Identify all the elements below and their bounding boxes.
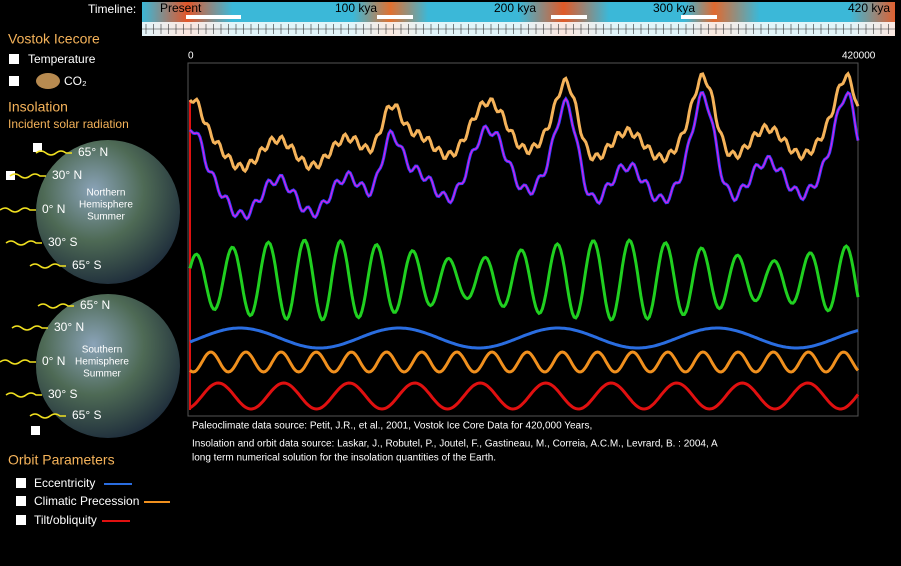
sun-arrow bbox=[9, 173, 46, 179]
sun-arrow bbox=[0, 207, 36, 213]
checkbox[interactable] bbox=[16, 478, 26, 488]
icecore-item: Temperature bbox=[28, 52, 96, 66]
x-end: 420000 bbox=[842, 51, 876, 62]
latitude-label: 30° S bbox=[48, 387, 77, 401]
checkbox[interactable] bbox=[16, 496, 26, 506]
timeline-mark: 300 kya bbox=[653, 1, 695, 15]
timeline-mark: 420 kya bbox=[848, 1, 890, 15]
checkbox[interactable] bbox=[9, 76, 19, 86]
eccentricity-curve bbox=[189, 326, 859, 350]
latitude-label: 65° N bbox=[80, 298, 110, 312]
timeline-mark: Present bbox=[160, 1, 202, 15]
checkbox[interactable] bbox=[31, 426, 40, 435]
source: long term numerical solution for the ins… bbox=[192, 453, 496, 464]
globe-caption: Summer bbox=[87, 212, 125, 223]
co2-curve-overlay bbox=[189, 91, 859, 220]
latitude-label: 65° S bbox=[72, 258, 101, 272]
temperature-curve bbox=[188, 71, 860, 174]
timeline-ticks bbox=[142, 24, 895, 34]
sun-arrow bbox=[5, 392, 42, 398]
globe-caption: Hemisphere bbox=[79, 200, 133, 211]
insolation-title: Insolation bbox=[8, 99, 68, 115]
sun-arrow bbox=[29, 263, 66, 269]
checkbox[interactable] bbox=[16, 515, 26, 525]
latitude-label: 30° S bbox=[48, 235, 77, 249]
globe-caption: Northern bbox=[87, 188, 126, 199]
sun-arrow bbox=[35, 150, 72, 156]
timeline-mark: 200 kya bbox=[494, 1, 536, 15]
orbit-item: Eccentricity bbox=[34, 476, 95, 490]
latitude-label: 30° N bbox=[54, 320, 84, 334]
sun-arrow bbox=[11, 325, 48, 331]
co2-icon bbox=[36, 73, 60, 89]
globe-south bbox=[36, 294, 180, 438]
sun-arrow bbox=[5, 240, 42, 246]
insolation-subtitle: Incident solar radiation bbox=[8, 117, 129, 131]
globe-north bbox=[36, 140, 180, 284]
globe-caption: Summer bbox=[83, 369, 121, 380]
globe-caption: Hemisphere bbox=[75, 357, 129, 368]
icecore-title: Vostok Icecore bbox=[8, 31, 100, 47]
x-start: 0 bbox=[188, 51, 194, 62]
precession-curve bbox=[189, 350, 860, 374]
timeline-label: Timeline: bbox=[88, 2, 136, 16]
chart-frame bbox=[187, 62, 859, 417]
sun-arrow bbox=[37, 303, 74, 309]
checkbox[interactable] bbox=[33, 143, 42, 152]
globe-caption: Southern bbox=[82, 345, 123, 356]
timeline-highlights bbox=[186, 15, 717, 19]
icecore-item: CO₂ bbox=[64, 74, 87, 88]
latitude-label: 0° N bbox=[42, 202, 65, 216]
latitude-label: 30° N bbox=[52, 168, 82, 182]
sun-arrow bbox=[0, 359, 36, 365]
obliquity-curve bbox=[189, 381, 860, 411]
latitude-label: 65° N bbox=[78, 145, 108, 159]
latitude-label: 0° N bbox=[42, 354, 65, 368]
orbit-item: Tilt/obliquity bbox=[34, 513, 97, 527]
orbit-title: Orbit Parameters bbox=[8, 452, 115, 468]
source: Paleoclimate data source: Petit, J.R., e… bbox=[192, 421, 592, 432]
source: Insolation and orbit data source: Laskar… bbox=[192, 439, 718, 450]
checkbox[interactable] bbox=[9, 54, 19, 64]
co2-curve bbox=[188, 90, 860, 221]
orbit-item: Climatic Precession bbox=[34, 494, 139, 508]
latitude-label: 65° S bbox=[72, 408, 101, 422]
timeline-mark: 100 kya bbox=[335, 1, 377, 15]
sun-arrow bbox=[29, 413, 66, 419]
insolation-curve bbox=[188, 238, 860, 322]
